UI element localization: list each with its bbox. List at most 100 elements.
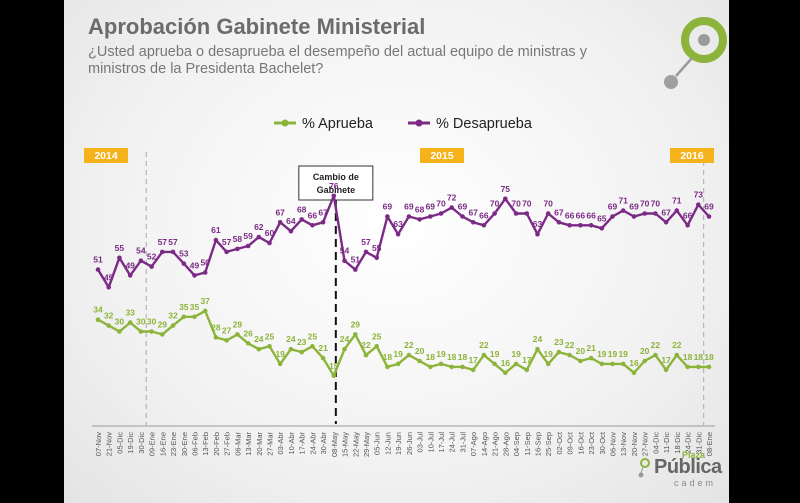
x-tick-label: 09-Oct — [566, 431, 575, 454]
data-point — [170, 323, 176, 328]
legend-entry-0: % Aprueba — [274, 116, 374, 132]
x-tick-label: 14-Ago — [480, 432, 489, 456]
data-point — [696, 364, 701, 370]
data-label: 24 — [340, 334, 350, 344]
x-tick-label: 19-Jun — [394, 432, 403, 455]
data-label: 15 — [329, 361, 339, 371]
data-point — [653, 352, 658, 358]
brand-plaza: Plaza — [682, 450, 706, 460]
x-tick-label: 24-Abr — [308, 432, 317, 455]
data-point — [353, 332, 358, 337]
data-label: 22 — [404, 340, 414, 350]
data-label: 70 — [436, 199, 446, 209]
data-point — [706, 214, 712, 219]
data-label: 49 — [190, 260, 200, 270]
x-tick-label: 03-Jul — [416, 432, 425, 453]
data-point — [470, 367, 476, 373]
data-label: 19 — [618, 349, 628, 359]
data-point — [642, 358, 647, 364]
data-label: 22 — [651, 340, 661, 350]
data-label: 35 — [190, 302, 200, 312]
data-point — [588, 223, 594, 228]
data-label: 21 — [586, 343, 596, 353]
data-label: 66 — [565, 210, 575, 220]
data-point — [256, 346, 262, 352]
data-point — [127, 320, 133, 325]
data-label: 68 — [415, 204, 425, 214]
data-label: 69 — [426, 202, 436, 212]
data-label: 70 — [640, 199, 650, 209]
x-tick-label: 10-Abr — [287, 432, 296, 455]
x-tick-label: 11-Dic — [662, 432, 671, 453]
data-point — [545, 361, 551, 367]
data-label: 22 — [672, 340, 682, 350]
data-label: 49 — [125, 260, 135, 270]
data-point — [224, 338, 229, 343]
data-label: 69 — [704, 202, 714, 212]
data-point — [395, 231, 401, 237]
x-tick-label: 25-Sep — [544, 432, 553, 456]
data-point — [224, 249, 229, 255]
data-label: 19 — [608, 349, 618, 359]
data-label: 70 — [511, 199, 521, 209]
data-label: 26 — [243, 328, 253, 338]
legend-entry-1: % Desaprueba — [408, 116, 533, 132]
year-badge-2015 — [420, 148, 464, 163]
data-point — [674, 208, 680, 213]
data-label: 64 — [286, 216, 296, 226]
data-point — [181, 261, 187, 266]
data-label: 24 — [286, 334, 296, 344]
data-label: 67 — [468, 207, 478, 217]
data-label: 62 — [254, 222, 264, 232]
data-point — [588, 355, 594, 361]
data-point — [449, 205, 455, 210]
legend-marker — [415, 119, 423, 127]
x-tick-label: 09-Ene — [148, 432, 157, 456]
data-point — [513, 211, 519, 216]
data-point — [685, 223, 690, 228]
data-point — [160, 249, 165, 255]
data-point — [567, 352, 572, 358]
data-point — [353, 267, 358, 272]
data-label: 67 — [318, 207, 328, 217]
data-label: 66 — [308, 210, 318, 220]
data-point — [331, 373, 337, 379]
data-point — [331, 193, 337, 199]
data-label: 69 — [383, 202, 393, 212]
data-point — [524, 367, 530, 373]
data-label: 24 — [254, 334, 264, 344]
data-point — [95, 317, 101, 323]
data-label: 22 — [479, 340, 489, 350]
x-tick-label: 03-Abr — [276, 432, 285, 455]
data-label: 21 — [318, 343, 328, 353]
data-point — [406, 214, 412, 219]
data-label: 34 — [93, 305, 103, 315]
x-tick-label: 13-Feb — [201, 432, 210, 456]
data-point — [160, 332, 165, 337]
x-tick-label: 07-Ago — [469, 432, 478, 456]
data-label: 29 — [233, 319, 243, 329]
data-label: 71 — [672, 196, 682, 206]
data-label: 69 — [629, 202, 639, 212]
data-label: 18 — [683, 352, 693, 362]
data-point — [363, 249, 369, 255]
x-tick-label: 31-Jul — [458, 432, 467, 453]
data-label: 33 — [125, 308, 135, 318]
year-badge-2014 — [84, 148, 128, 163]
x-tick-label: 08-Ene — [705, 432, 714, 456]
data-point — [620, 361, 626, 367]
data-point — [202, 308, 208, 314]
x-tick-label: 27-Nov — [641, 432, 650, 456]
data-label: 70 — [490, 199, 500, 209]
x-tick-label: 26-Jun — [405, 432, 414, 455]
data-label: 52 — [147, 252, 157, 262]
data-point — [535, 346, 540, 352]
data-label: 67 — [554, 207, 564, 217]
slide: Aprobación Gabinete Ministerial ¿Usted a… — [64, 0, 729, 503]
data-label: 67 — [275, 207, 285, 217]
brand-cadem: cadem — [674, 478, 717, 488]
year-badge-label: 2016 — [680, 150, 704, 162]
x-tick-label: 23-Ene — [169, 432, 178, 456]
data-label: 70 — [543, 199, 553, 209]
data-point — [277, 361, 283, 367]
